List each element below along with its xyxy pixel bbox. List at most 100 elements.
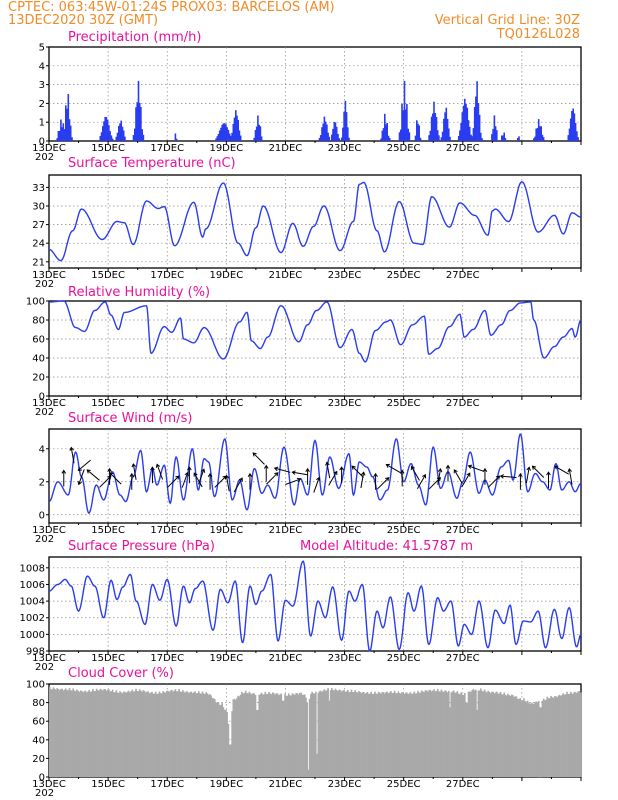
cloud-bar xyxy=(125,692,128,777)
cloud-bar xyxy=(567,693,570,777)
wind-arrow-shaft xyxy=(233,477,243,493)
cloud-bar xyxy=(172,691,174,777)
precip-bar xyxy=(99,136,102,141)
wind-arrow-head xyxy=(296,477,302,483)
cloud-bar xyxy=(241,691,243,777)
cloud-bar xyxy=(430,691,433,777)
cloud-bar xyxy=(218,704,221,777)
cloud-bar xyxy=(344,692,347,777)
cloud-bar xyxy=(62,690,65,777)
cloud-bar xyxy=(79,690,82,777)
precip-xtick-label: 15DEC xyxy=(91,143,125,154)
cloud-bar xyxy=(487,690,490,777)
cloud-bar xyxy=(185,691,188,777)
cloud-bar xyxy=(491,691,493,777)
wind-arrow xyxy=(482,467,488,485)
wind-arrow xyxy=(107,467,112,485)
cloud-xtick-label: 15DEC xyxy=(91,779,125,790)
precip-bar xyxy=(108,125,110,141)
cloud-bar xyxy=(311,691,313,777)
cloud-bar xyxy=(143,691,146,777)
wind-arrow-head xyxy=(385,477,390,482)
cloud-bar xyxy=(170,689,173,777)
wind-arrow-head xyxy=(86,469,91,474)
precip-bar xyxy=(71,137,73,141)
wind-arrow-head xyxy=(273,466,279,472)
cloud-bar xyxy=(198,691,200,777)
cloud-bar xyxy=(475,689,477,777)
cloud-bar xyxy=(419,692,422,777)
temp-year-label: 202 xyxy=(35,279,54,290)
cloud-bar xyxy=(524,701,527,777)
cloud-bar xyxy=(131,689,134,777)
cloud-bar xyxy=(364,693,366,777)
wind-arrow xyxy=(150,466,155,484)
cloud-bar xyxy=(477,690,480,777)
wind-title: Surface Wind (m/s) xyxy=(68,411,192,426)
wind-arrow-shaft xyxy=(453,469,463,485)
cloud-bar xyxy=(331,687,333,777)
cloud-bar xyxy=(388,692,391,777)
wind-arrow-shaft xyxy=(181,472,189,488)
wind-arrow xyxy=(554,465,569,475)
cloud-bar xyxy=(528,702,530,777)
cloud-bar xyxy=(318,691,321,777)
cloud-bar xyxy=(558,694,561,777)
wind-arrow xyxy=(86,469,100,481)
cloud-bar xyxy=(263,694,265,777)
wind-arrow-head xyxy=(184,471,189,477)
precip-bar xyxy=(348,137,350,141)
temp-xtick-label: 21DEC xyxy=(269,270,303,281)
wind-arrow xyxy=(567,468,573,485)
precip-bar xyxy=(382,128,385,141)
precip-bar xyxy=(475,96,477,141)
rh-xtick-label: 17DEC xyxy=(150,398,184,409)
cloud-bar xyxy=(205,692,208,777)
cloud-cover-panel: 0 20 40 60 80 100 13DEC 15DEC 17DEC 19DEC 21DEC 23D… xyxy=(26,666,582,799)
cloud-bar xyxy=(568,694,571,777)
cloud-bar xyxy=(77,690,79,777)
wind-arrow xyxy=(399,469,405,487)
cloud-bar xyxy=(308,698,311,777)
cloud-bar xyxy=(422,691,424,777)
cloud-bar xyxy=(315,691,317,777)
cloud-bar xyxy=(120,692,123,777)
cloud-bar xyxy=(233,698,236,777)
wind-arrow-shaft xyxy=(525,467,530,484)
precip-bar xyxy=(481,138,483,141)
precip-bar xyxy=(137,80,140,141)
cloud-bar xyxy=(391,693,394,777)
cloud-bar xyxy=(377,691,380,777)
precip-year-label: 202 xyxy=(35,152,54,163)
cloud-bar xyxy=(221,703,224,777)
cloud-bar xyxy=(102,690,104,777)
cloud-bar xyxy=(216,702,219,777)
cloud-bar xyxy=(551,697,554,777)
precip-bar xyxy=(258,124,260,141)
cloud-bar xyxy=(206,693,209,777)
precip-bar xyxy=(417,123,419,141)
precip-bar xyxy=(504,138,507,141)
cloud-bar xyxy=(395,693,397,777)
wind-arrow-shaft xyxy=(156,464,164,480)
precip-bar xyxy=(534,136,536,141)
cloud-bar xyxy=(510,694,513,777)
cloud-bar xyxy=(137,691,140,777)
precip-bar xyxy=(477,103,480,141)
cloud-bar xyxy=(561,694,563,777)
cloud-bar xyxy=(284,693,286,777)
precip-bar xyxy=(533,138,535,141)
cloud-bar xyxy=(105,690,108,777)
precip-bar xyxy=(337,133,339,141)
cloud-bar xyxy=(573,691,576,777)
wind-ytick-label: 0 xyxy=(39,510,45,521)
wind-arrow xyxy=(77,469,85,486)
precip-bar xyxy=(398,132,401,141)
precip-bar xyxy=(539,126,541,141)
wind-arrow-shaft xyxy=(487,475,500,488)
cloud-bar xyxy=(403,694,406,777)
cloud-bar xyxy=(253,693,256,777)
wind-arrow xyxy=(131,463,137,480)
cloud-bar xyxy=(456,691,459,777)
cloud-bar xyxy=(73,690,76,777)
